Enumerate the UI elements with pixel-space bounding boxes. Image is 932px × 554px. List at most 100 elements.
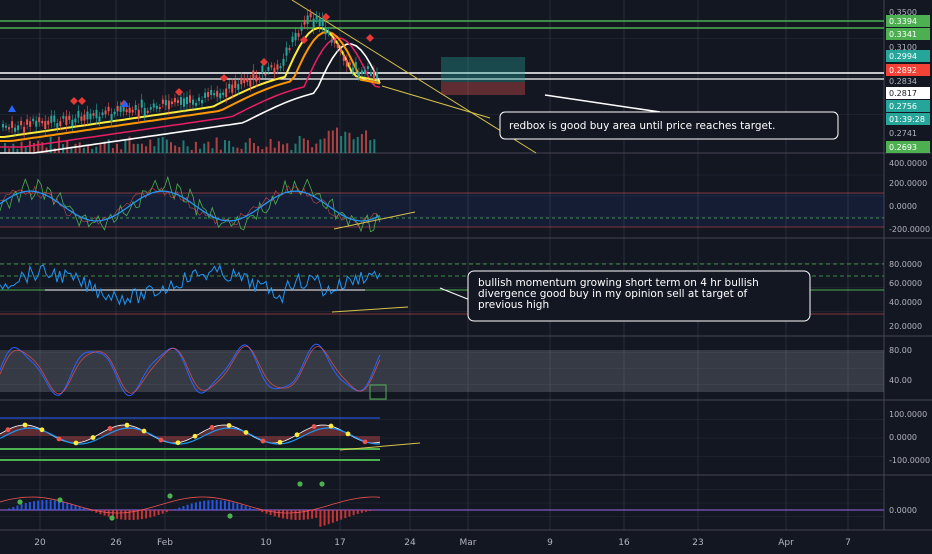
wave-cross-dot	[142, 429, 147, 434]
candle-body	[376, 73, 378, 79]
candle-body	[207, 92, 209, 97]
candle-body	[32, 119, 34, 121]
wave-cross-dot	[40, 427, 45, 432]
momentum-bar	[228, 501, 230, 510]
candle-body	[346, 60, 348, 67]
candle-body	[96, 110, 98, 118]
volume-bar	[137, 144, 139, 153]
candle-body	[111, 114, 113, 122]
candle-body	[255, 75, 257, 81]
candle-body	[349, 62, 351, 65]
candle-body	[222, 93, 224, 96]
volume-bar	[286, 143, 288, 153]
momentum-bar	[54, 500, 56, 510]
volume-bar	[37, 141, 39, 153]
candle-body	[325, 27, 327, 34]
volume-bar	[303, 138, 305, 153]
volume-bar	[162, 137, 164, 153]
volume-bar	[274, 148, 276, 153]
annotation-text-redbox: redbox is good buy area until price reac…	[509, 120, 775, 132]
momentum-bar	[66, 503, 68, 510]
candle-body	[183, 98, 185, 106]
stochastic-band	[0, 350, 884, 392]
candle-body	[156, 106, 158, 109]
candle-body	[298, 33, 300, 37]
momentum-bar	[124, 510, 126, 520]
volume-bar	[83, 148, 85, 153]
volume-bar	[149, 140, 151, 153]
volume-bar	[270, 139, 272, 153]
cci-scale-label: 400.0000	[889, 159, 927, 168]
candle-body	[361, 70, 363, 73]
candle-body	[225, 88, 227, 97]
price-scale-label: 0.3341	[889, 30, 917, 39]
buy-zone-box	[441, 82, 525, 95]
rsi-scale-label: 40.0000	[889, 298, 922, 307]
momentum-bar	[315, 510, 317, 518]
volume-bar	[29, 141, 31, 153]
momentum-bar	[282, 510, 284, 518]
wave-cross-dot	[363, 439, 368, 444]
time-axis-label: Mar	[460, 538, 477, 548]
candle-body	[273, 68, 275, 74]
momentum-signal-dot	[17, 499, 22, 504]
volume-bar	[66, 141, 68, 153]
candle-body	[50, 116, 52, 123]
volume-bar	[236, 148, 238, 153]
momentum-bar	[99, 510, 101, 514]
candle-body	[89, 114, 91, 120]
momentum-bar	[16, 506, 18, 510]
candle-body	[44, 121, 46, 129]
candle-body	[228, 84, 230, 89]
candle-body	[47, 121, 49, 125]
rsi-scale-label: 80.0000	[889, 260, 922, 269]
candle-body	[102, 112, 104, 115]
volume-bar	[278, 141, 280, 153]
candle-body	[319, 19, 321, 27]
candle-body	[147, 111, 149, 113]
price-scale-label: 0.2834	[889, 77, 917, 86]
wave-cross-dot	[108, 426, 113, 431]
wave-cross-dot	[176, 440, 181, 445]
candle-body	[20, 121, 22, 125]
momentum-bar	[70, 504, 72, 510]
momentum-bar	[29, 502, 31, 510]
momentum-bar	[253, 509, 255, 510]
volume-bar	[79, 142, 81, 153]
volume-bar	[112, 148, 114, 153]
candle-body	[132, 110, 134, 113]
volume-bar	[187, 146, 189, 153]
candle-body	[261, 66, 263, 73]
momentum-bar	[270, 510, 272, 515]
momentum-bar	[224, 501, 226, 510]
volume-bar	[241, 149, 243, 153]
candle-body	[68, 116, 70, 120]
time-axis-label: 10	[260, 538, 272, 548]
candle-body	[41, 121, 43, 123]
momentum-bar	[8, 508, 10, 510]
candle-body	[352, 68, 354, 72]
time-axis-label: 9	[547, 538, 553, 548]
candle-body	[234, 80, 236, 88]
wave-cross-dot	[210, 425, 215, 430]
wave-cross-dot	[295, 432, 300, 437]
candle-body	[279, 66, 281, 68]
candle-body	[83, 115, 85, 121]
volume-bar	[4, 143, 6, 153]
volume-bar	[133, 144, 135, 153]
candle-body	[231, 85, 233, 93]
volume-bar	[307, 140, 309, 153]
volume-bar	[265, 147, 267, 153]
candle-body	[108, 107, 110, 111]
candle-body	[168, 101, 170, 110]
volume-bar	[282, 144, 284, 153]
candle-body	[74, 118, 76, 122]
candle-body	[14, 128, 16, 132]
momentum-bar	[220, 500, 222, 510]
candle-body	[189, 95, 191, 102]
candle-body	[38, 117, 40, 122]
momentum-bar	[12, 507, 14, 510]
momentum-bar	[120, 510, 122, 519]
